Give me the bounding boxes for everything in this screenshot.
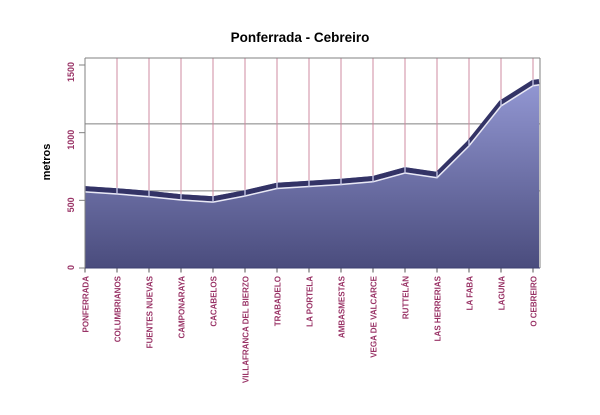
x-axis-category-label: RUTTELÁN — [402, 276, 411, 319]
plot-area: 0 500 1000 1500 PONFERRADA COLUMBRIANOS FUENTE… — [66, 57, 541, 383]
x-axis-category-label: AMBASMESTAS — [338, 275, 347, 338]
x-axis-category-label: LAGUNA — [498, 276, 507, 310]
x-axis-category-label: LAS HERRERIAS — [434, 275, 443, 341]
x-axis-category-label: LA FABA — [466, 276, 475, 311]
elevation-area-series — [85, 79, 539, 268]
y-axis-tick-label: 0 — [66, 265, 76, 270]
x-axis-category-label: LA PORTELA — [306, 276, 315, 327]
x-axis-category-label: VEGA DE VALCARCE — [370, 275, 379, 357]
y-axis-tick-label: 500 — [66, 197, 76, 212]
x-axis-category-label: VILLAFRANCA DEL BIERZO — [242, 276, 251, 383]
x-axis-category-label: TRABADELO — [274, 276, 283, 326]
y-axis-tick-label: 1000 — [66, 130, 76, 150]
y-axis-tick-label: 1500 — [66, 62, 76, 82]
x-axis-category-label: CAMPONARAYA — [178, 276, 187, 339]
series-top-band — [84, 79, 540, 202]
x-axis-category-label: COLUMBRIANOS — [114, 275, 123, 342]
x-axis-category-label: CACABELOS — [210, 275, 219, 326]
x-axis-category-label: FUENTES NUEVAS — [146, 275, 155, 348]
chart-title: Ponferrada - Cebreiro — [231, 30, 370, 45]
y-axis-title: metros — [41, 144, 53, 181]
x-axis-category-label: O CEBREIRO — [530, 276, 539, 327]
series-highlight-line — [84, 84, 540, 203]
x-axis-category-label: PONFERRADA — [82, 276, 91, 333]
